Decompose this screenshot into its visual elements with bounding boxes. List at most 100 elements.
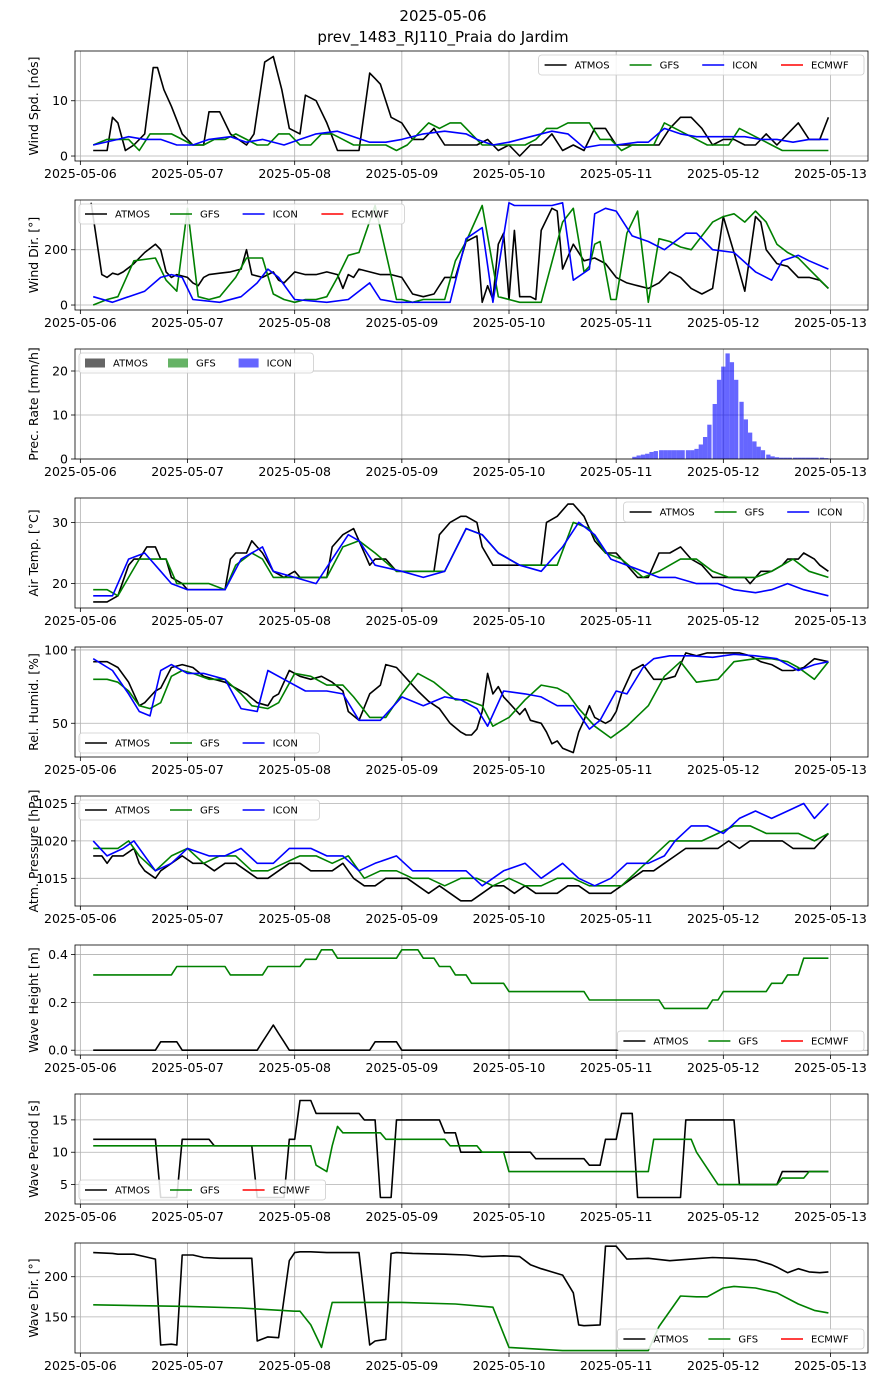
legend: ATMOS GFS ICON ECMWF <box>538 54 865 76</box>
bar-icon <box>667 450 672 459</box>
legend-label-ecmwf: ECMWF <box>351 210 389 221</box>
bar-icon <box>756 446 761 459</box>
legend-label-atmos: ATMOS <box>115 1186 150 1197</box>
x-tick-label: 2025-05-12 <box>687 1358 760 1373</box>
x-tick-label: 2025-05-10 <box>473 315 546 330</box>
y-axis-label: Wave Height [m] <box>26 947 41 1053</box>
x-tick-label: 2025-05-08 <box>258 613 331 628</box>
x-tick-label: 2025-05-12 <box>687 315 760 330</box>
legend: ATMOS GFS ICON ECMWF <box>78 203 405 225</box>
legend-label-gfs: GFS <box>738 1335 758 1346</box>
y-tick-label: 5 <box>60 1177 68 1192</box>
series-line-atmos <box>93 832 829 902</box>
series-line-gfs <box>93 825 829 887</box>
panel-wind-speed: 2025-05-06 2025-05-07 2025-05-08 2025-05-09… <box>26 50 869 181</box>
legend: ATMOS GFS ICON <box>78 799 320 821</box>
legend-label-ecmwf: ECMWF <box>811 1037 849 1048</box>
x-tick-label: 2025-05-09 <box>366 464 439 479</box>
legend-label-atmos: ATMOS <box>115 806 150 817</box>
x-tick-label: 2025-05-08 <box>258 911 331 926</box>
y-tick-label: 20 <box>52 576 68 591</box>
axes-frame <box>74 348 869 460</box>
y-axis-label: Atm. Pressure [hPa] <box>26 789 41 912</box>
x-tick-label: 2025-05-13 <box>794 464 867 479</box>
y-tick-label: 0.2 <box>48 995 68 1010</box>
y-tick-label: 200 <box>44 242 68 257</box>
bar-icon <box>770 456 775 459</box>
legend: ATMOS GFS ECMWF <box>617 1030 865 1052</box>
series-line-gfs <box>93 521 829 597</box>
legend-box <box>623 501 865 523</box>
bar-icon <box>649 451 654 459</box>
legend-label-icon: ICON <box>732 61 757 72</box>
x-tick-label: 2025-05-12 <box>687 762 760 777</box>
y-axis-label: Prec. Rate [mm/h] <box>26 347 41 461</box>
x-tick-label: 2025-05-08 <box>258 166 331 181</box>
series-line-gfs <box>93 657 830 739</box>
x-tick-label: 2025-05-13 <box>794 911 867 926</box>
series-line-gfs <box>92 204 829 306</box>
x-tick-label: 2025-05-13 <box>794 762 867 777</box>
series-line-icon <box>93 127 829 149</box>
x-tick-label: 2025-05-12 <box>687 613 760 628</box>
axes-frame <box>74 795 869 907</box>
legend-swatch-icon <box>238 358 259 368</box>
legend-label-atmos: ATMOS <box>660 508 695 519</box>
axes-frame <box>74 646 869 758</box>
x-tick-label: 2025-05-10 <box>473 762 546 777</box>
x-tick-label: 2025-05-09 <box>366 911 439 926</box>
legend-box <box>78 1179 327 1201</box>
legend-label-icon: ICON <box>267 359 292 370</box>
panel-wind-direction: 2025-05-06 2025-05-07 2025-05-08 2025-05-09… <box>26 199 869 330</box>
legend-box <box>617 1030 865 1052</box>
x-tick-label: 2025-05-10 <box>473 1060 546 1075</box>
legend-label-icon: ICON <box>273 210 298 221</box>
legend-label-atmos: ATMOS <box>653 1037 688 1048</box>
bar-icon <box>676 450 681 459</box>
legend-label-gfs: GFS <box>660 61 680 72</box>
x-tick-label: 2025-05-11 <box>580 1209 653 1224</box>
legend-label-atmos: ATMOS <box>575 61 610 72</box>
series-line-gfs <box>93 1125 829 1186</box>
x-tick-label: 2025-05-12 <box>687 464 760 479</box>
x-tick-label: 2025-05-08 <box>258 1060 331 1075</box>
bar-icon <box>636 455 641 459</box>
y-tick-label: 0 <box>60 149 68 164</box>
figure-title: 2025-05-06 <box>399 7 487 25</box>
legend: ATMOS GFS ICON <box>78 732 320 754</box>
bar-icon <box>824 458 829 459</box>
y-tick-label: 0 <box>60 298 68 313</box>
x-tick-label: 2025-05-13 <box>794 613 867 628</box>
panel-wave-period: 2025-05-06 2025-05-07 2025-05-08 2025-05-09… <box>26 1093 869 1224</box>
x-tick-label: 2025-05-09 <box>366 1060 439 1075</box>
x-tick-label: 2025-05-07 <box>151 1060 224 1075</box>
x-tick-label: 2025-05-09 <box>366 1358 439 1373</box>
bar-icon <box>766 454 771 459</box>
x-tick-label: 2025-05-06 <box>44 762 117 777</box>
legend-label-atmos: ATMOS <box>653 1335 688 1346</box>
legend-label-gfs: GFS <box>745 508 765 519</box>
x-tick-label: 2025-05-07 <box>151 762 224 777</box>
bar-icon <box>779 457 784 459</box>
legend-label-gfs: GFS <box>200 806 220 817</box>
bar-icon <box>645 453 650 459</box>
x-tick-label: 2025-05-07 <box>151 911 224 926</box>
x-tick-label: 2025-05-10 <box>473 464 546 479</box>
x-tick-label: 2025-05-09 <box>366 613 439 628</box>
bar-icon <box>760 450 766 459</box>
bar-icon <box>716 379 722 459</box>
axes-frame <box>74 1242 869 1354</box>
bar-icon <box>783 457 788 459</box>
x-tick-label: 2025-05-13 <box>794 166 867 181</box>
bar-icon <box>725 353 730 459</box>
x-tick-label: 2025-05-06 <box>44 1358 117 1373</box>
x-tick-label: 2025-05-08 <box>258 1358 331 1373</box>
x-tick-label: 2025-05-06 <box>44 315 117 330</box>
legend-label-atmos: ATMOS <box>115 210 150 221</box>
bar-icon <box>659 450 664 459</box>
bar-icon <box>712 404 717 459</box>
bar-icon <box>797 457 802 459</box>
bar-icon <box>810 457 815 459</box>
bar-icon <box>694 448 699 459</box>
bar-icon <box>702 437 708 459</box>
